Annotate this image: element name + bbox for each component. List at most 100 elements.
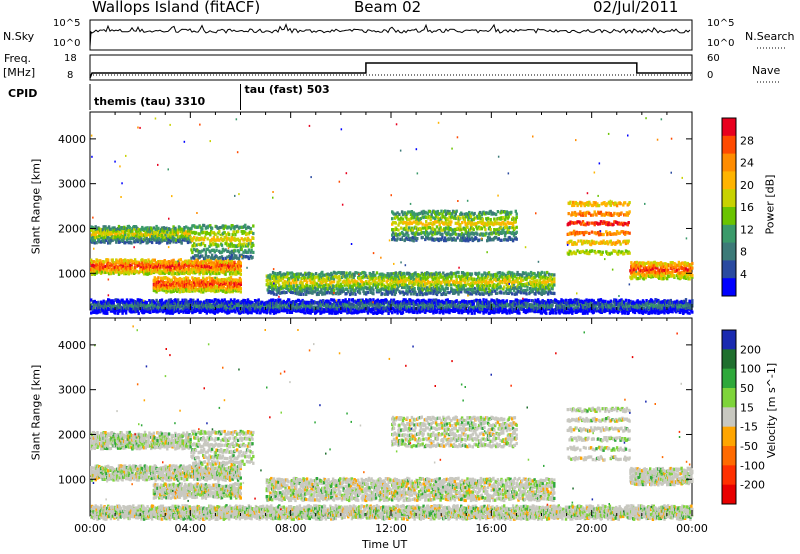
heat-cell — [304, 285, 307, 289]
heat-cell — [228, 276, 231, 280]
heat-cell — [641, 274, 645, 278]
heat-cell — [503, 210, 507, 214]
heat-cell — [118, 303, 122, 307]
heat-cell — [467, 231, 470, 235]
heat-cell — [336, 276, 339, 280]
heat-cell — [473, 277, 476, 281]
heat-cell — [203, 235, 207, 239]
heat-cell — [329, 281, 332, 285]
heat-cell — [224, 248, 227, 252]
heat-cell — [456, 222, 459, 226]
heat-cell — [191, 250, 194, 255]
heat-cell — [100, 233, 104, 237]
heat-cell — [522, 272, 526, 276]
heat-cell — [147, 230, 150, 234]
heat-cell — [397, 275, 400, 279]
heat-cell — [292, 275, 295, 279]
nsearch-tick-low: 10^0 — [707, 38, 735, 49]
heat-cell — [450, 236, 453, 240]
heat-cell — [597, 231, 600, 235]
heat-cell — [683, 272, 686, 276]
heat-cell — [159, 271, 162, 276]
heat-cell — [577, 239, 580, 243]
heat-cell — [142, 227, 146, 231]
heat-cell — [454, 212, 457, 216]
heat-cell — [107, 235, 110, 239]
heat-cell — [236, 229, 240, 233]
heat-cell — [612, 213, 615, 217]
heat-cell — [230, 259, 233, 263]
nsky-label: N.Sky — [3, 30, 35, 43]
heat-cell — [309, 280, 312, 285]
heat-cell — [428, 285, 431, 289]
nsky-series — [89, 23, 691, 48]
heat-cell — [127, 268, 130, 272]
heat-cell — [597, 233, 601, 237]
heat-cell — [117, 230, 121, 234]
heat-cell — [220, 255, 224, 259]
heat-cell — [456, 290, 459, 294]
heat-cell — [136, 240, 139, 244]
heat-cell — [269, 279, 272, 283]
heat-cell — [194, 238, 198, 242]
heat-cell — [425, 211, 428, 215]
heat-cell — [595, 240, 598, 244]
heat-cell — [244, 237, 247, 241]
heat-cell — [143, 238, 147, 242]
heat-cell — [416, 220, 419, 224]
heat-cell — [99, 259, 102, 263]
heat-cell — [408, 226, 411, 230]
heat-cell — [124, 241, 127, 245]
heat-cell — [337, 292, 340, 296]
heat-cell — [185, 278, 189, 282]
heat-cell — [484, 289, 487, 293]
heat-cell — [237, 257, 241, 261]
heat-cell — [106, 266, 109, 270]
heat-cell — [215, 255, 218, 259]
heat-cell — [273, 271, 276, 276]
heat-cell — [487, 293, 491, 297]
heat-cell — [620, 211, 623, 215]
heat-cell — [190, 248, 193, 252]
heat-cell — [241, 242, 244, 246]
heat-cell — [676, 263, 680, 267]
heat-cell — [485, 291, 488, 295]
heat-cell — [515, 212, 518, 216]
heat-cell — [296, 285, 300, 289]
heat-cell — [249, 241, 252, 246]
heat-cell — [202, 276, 205, 280]
heat-cell — [669, 261, 672, 265]
heat-cell — [161, 271, 165, 275]
heat-cell — [592, 201, 595, 205]
heat-cell — [448, 283, 451, 287]
heat-cell — [626, 213, 629, 217]
heat-cell — [472, 291, 475, 295]
heat-cell — [579, 210, 582, 214]
heat-cell — [189, 259, 192, 263]
heat-cell — [486, 220, 490, 224]
heat-cell — [431, 280, 434, 284]
heat-cell — [623, 232, 627, 236]
heat-cell — [108, 241, 112, 245]
heat-cell — [239, 280, 242, 284]
heat-cell — [162, 230, 165, 234]
heat-cell — [591, 213, 595, 217]
heat-cell — [446, 209, 449, 213]
heat-cell — [391, 233, 394, 237]
heat-cell — [230, 242, 233, 246]
heat-cell — [686, 268, 689, 272]
heat-cell — [673, 274, 676, 278]
heat-cell — [332, 288, 336, 292]
heat-cell — [190, 256, 193, 260]
heat-cell — [427, 232, 431, 236]
heat-cell — [432, 230, 435, 234]
heat-cell — [279, 271, 282, 275]
heat-cell — [549, 291, 552, 295]
heat-cell — [239, 286, 242, 291]
heat-cell — [339, 288, 343, 292]
heat-cell — [640, 264, 643, 268]
heat-cell — [478, 215, 482, 219]
heat-cell — [615, 232, 618, 236]
heat-cell — [97, 300, 100, 304]
